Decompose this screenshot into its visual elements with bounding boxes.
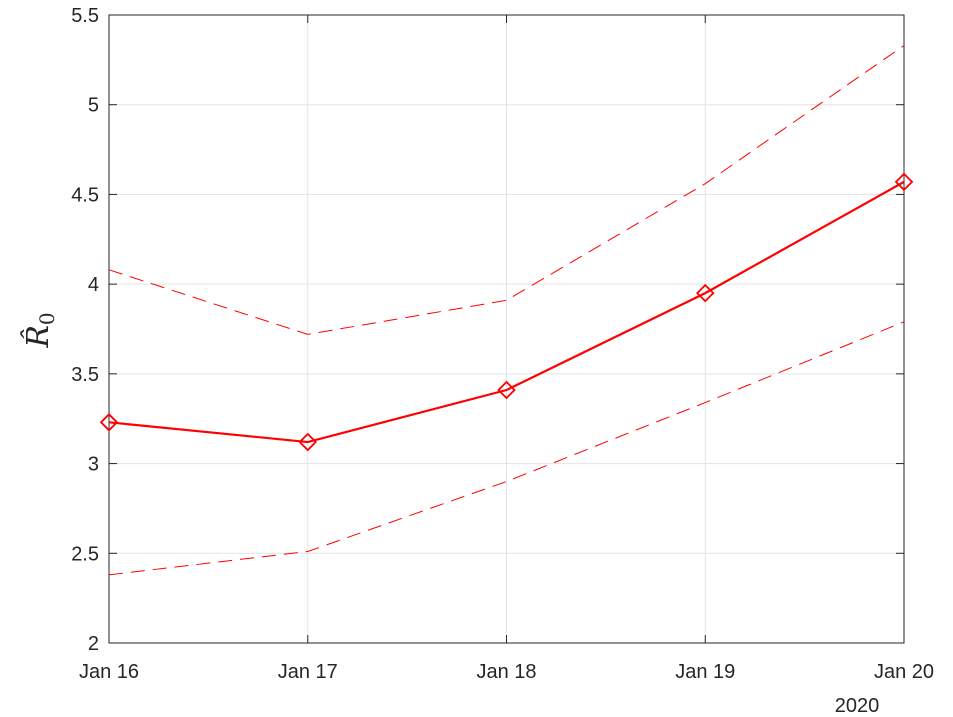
x-tick-label: Jan 20 bbox=[874, 661, 934, 683]
x-tick-label: Jan 16 bbox=[79, 661, 139, 683]
axis-tick-labels: 2 2.5 3 3.5 4 4.5 5 5.5 Jan 16 Jan 17 Jan 18 Jan 19… bbox=[71, 5, 934, 683]
data-point-marker bbox=[99, 413, 119, 432]
y-tick-label: 2.5 bbox=[71, 543, 99, 565]
data-point-marker bbox=[894, 172, 914, 192]
y-axis-label-main: R̂ bbox=[21, 325, 56, 349]
y-axis-label: R̂0 bbox=[21, 312, 59, 348]
data-point-marker bbox=[298, 432, 318, 452]
y-tick-label: 5.5 bbox=[71, 5, 99, 27]
series-layer bbox=[99, 45, 914, 576]
data-point-marker bbox=[497, 380, 516, 400]
x-tick-label: Jan 19 bbox=[675, 661, 735, 683]
y-tick-label: 5 bbox=[88, 95, 99, 117]
grid-lines bbox=[108, 14, 905, 644]
y-tick-label: 4 bbox=[88, 274, 99, 296]
series-line-estimate bbox=[108, 180, 905, 444]
x-axis-year-label: 2020 bbox=[835, 695, 880, 717]
series-line-lower-bound bbox=[108, 321, 905, 576]
y-tick-label: 2 bbox=[88, 633, 99, 655]
x-tick-label: Jan 18 bbox=[476, 661, 536, 683]
y-tick-label: 3.5 bbox=[71, 364, 99, 386]
y-axis-label-subscript: 0 bbox=[35, 312, 59, 325]
y-tick-label: 3 bbox=[88, 454, 99, 476]
x-tick-label: Jan 17 bbox=[278, 661, 338, 683]
data-point-marker bbox=[695, 283, 715, 303]
axis-ticks bbox=[108, 14, 905, 644]
series-line-upper-bound bbox=[108, 45, 905, 335]
y-tick-label: 4.5 bbox=[71, 184, 99, 206]
